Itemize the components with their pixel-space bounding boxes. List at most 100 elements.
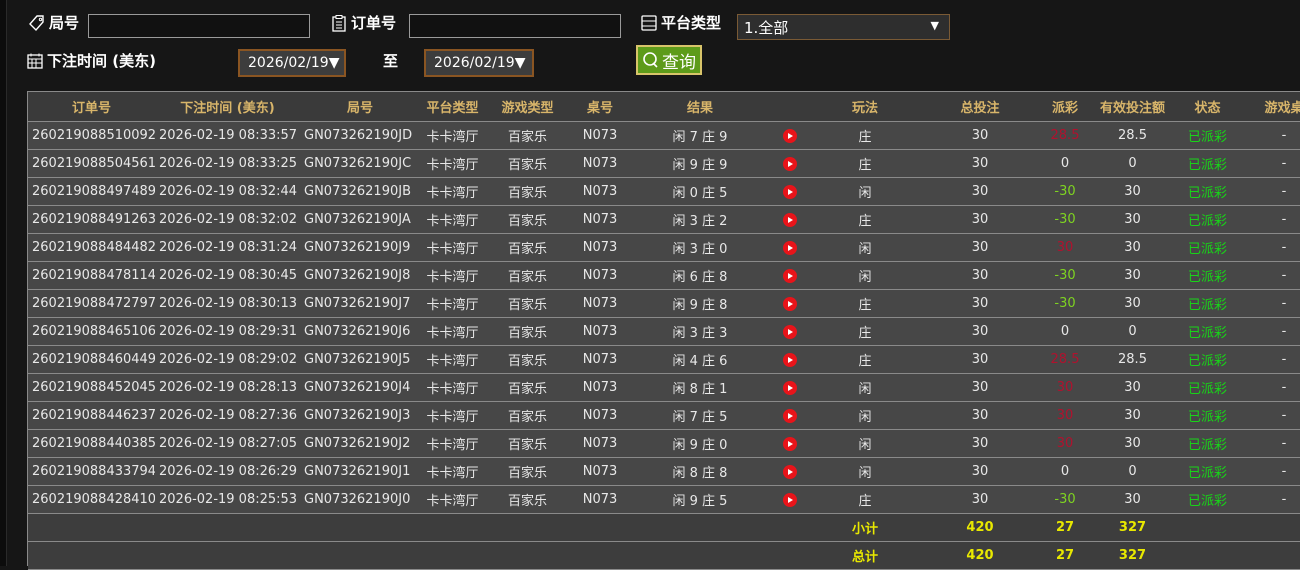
play-video-icon[interactable] (783, 184, 797, 199)
cell-game-table: - (1240, 401, 1300, 430)
total-bet: 420 (920, 541, 1040, 570)
order-input[interactable] (409, 14, 621, 38)
cell-payout: 30 (1040, 429, 1090, 458)
column-header: 派彩 (1040, 91, 1090, 122)
cell-total-bet: 30 (920, 457, 1040, 486)
table-row: 260219088472797 2026-02-19 08:30:13 GN0732… (28, 289, 1300, 318)
play-video-icon[interactable] (783, 156, 797, 171)
cell-play-type: 庄 (810, 317, 920, 346)
query-button[interactable]: 查询 (636, 45, 702, 75)
cell-play-type: 庄 (810, 205, 920, 234)
time-label: 下注时间 (美东) (26, 50, 156, 71)
column-header: 结果 (630, 91, 770, 122)
play-video-icon[interactable] (783, 352, 797, 367)
cell-replay (770, 289, 810, 318)
cell-table-no: N073 (570, 233, 630, 262)
cell-platform: 卡卡湾厅 (420, 485, 485, 514)
column-header: 有效投注额 (1090, 91, 1175, 122)
cell-bet-time: 2026-02-19 08:30:45 (155, 261, 300, 290)
play-video-icon[interactable] (783, 464, 797, 479)
play-video-icon[interactable] (783, 268, 797, 283)
play-video-icon[interactable] (783, 128, 797, 143)
table-row: 260219088465106 2026-02-19 08:29:31 GN0732… (28, 317, 1300, 346)
cell-table-no: N073 (570, 401, 630, 430)
cell-result: 闲 9 庄 8 (630, 289, 770, 318)
play-video-icon[interactable] (783, 240, 797, 255)
play-video-icon[interactable] (783, 408, 797, 423)
column-header (770, 91, 810, 122)
empty-cell (570, 541, 630, 570)
platform-label: 平台类型 (640, 12, 721, 33)
table-left-border (27, 91, 28, 566)
play-video-icon[interactable] (783, 436, 797, 451)
empty-cell (485, 541, 570, 570)
cell-valid-bet: 30 (1090, 485, 1175, 514)
cell-valid-bet: 30 (1090, 429, 1175, 458)
cell-play-type: 闲 (810, 373, 920, 402)
date-to-picker[interactable]: 2026/02/19▼ (424, 49, 534, 77)
round-input[interactable] (88, 14, 310, 38)
cell-total-bet: 30 (920, 429, 1040, 458)
cell-table-no: N073 (570, 317, 630, 346)
table-row: 260219088440385 2026-02-19 08:27:05 GN0732… (28, 429, 1300, 458)
cell-status: 已派彩 (1175, 177, 1240, 206)
column-header: 下注时间 (美东) (155, 91, 300, 122)
cell-game-table: - (1240, 121, 1300, 150)
column-header: 游戏类型 (485, 91, 570, 122)
table-header: 订单号 下注时间 (美东) 局号 平台类型 游戏类型 桌号 结果 玩法 总投注 派彩 有效投注额 状态… (28, 91, 1300, 122)
total-row: 总计 420 27 327 (28, 541, 1300, 570)
play-video-icon[interactable] (783, 324, 797, 339)
query-button-label: 查询 (662, 52, 696, 73)
play-video-icon[interactable] (783, 212, 797, 227)
cell-game-type: 百家乐 (485, 429, 570, 458)
platform-select[interactable]: 1.全部 ▼ (737, 14, 950, 40)
cell-payout: 28.5 (1040, 121, 1090, 150)
cell-platform: 卡卡湾厅 (420, 205, 485, 234)
cell-bet-time: 2026-02-19 08:29:02 (155, 345, 300, 374)
cell-valid-bet: 30 (1090, 205, 1175, 234)
cell-game-table: - (1240, 457, 1300, 486)
cell-order-id: 260219088484482 (28, 233, 155, 262)
cell-replay (770, 205, 810, 234)
cell-play-type: 闲 (810, 233, 920, 262)
cell-payout: -30 (1040, 205, 1090, 234)
cell-bet-time: 2026-02-19 08:25:53 (155, 485, 300, 514)
cell-replay (770, 457, 810, 486)
cell-game-table: - (1240, 289, 1300, 318)
cell-replay (770, 429, 810, 458)
left-edge (0, 0, 7, 566)
cell-order-id: 260219088465106 (28, 317, 155, 346)
cell-round-id: GN073262190J5 (300, 345, 420, 374)
play-video-icon[interactable] (783, 296, 797, 311)
column-header: 订单号 (28, 91, 155, 122)
cell-round-id: GN073262190J1 (300, 457, 420, 486)
empty-cell (485, 513, 570, 542)
cell-result: 闲 9 庄 5 (630, 485, 770, 514)
cell-payout: -30 (1040, 289, 1090, 318)
cell-order-id: 260219088460449 (28, 345, 155, 374)
play-video-icon[interactable] (783, 492, 797, 507)
table-row: 260219088452045 2026-02-19 08:28:13 GN0732… (28, 373, 1300, 402)
cell-game-table: - (1240, 233, 1300, 262)
cell-result: 闲 3 庄 0 (630, 233, 770, 262)
cell-game-table: - (1240, 205, 1300, 234)
cell-game-type: 百家乐 (485, 401, 570, 430)
cell-status: 已派彩 (1175, 401, 1240, 430)
cell-valid-bet: 30 (1090, 233, 1175, 262)
cell-payout: -30 (1040, 485, 1090, 514)
cell-total-bet: 30 (920, 121, 1040, 150)
table-row: 260219088433794 2026-02-19 08:26:29 GN0732… (28, 457, 1300, 486)
cell-bet-time: 2026-02-19 08:31:24 (155, 233, 300, 262)
cell-platform: 卡卡湾厅 (420, 121, 485, 150)
table-row: 260219088484482 2026-02-19 08:31:24 GN0732… (28, 233, 1300, 262)
cell-total-bet: 30 (920, 205, 1040, 234)
play-video-icon[interactable] (783, 380, 797, 395)
date-from-picker[interactable]: 2026/02/19▼ (238, 49, 346, 77)
cell-status: 已派彩 (1175, 205, 1240, 234)
cell-game-type: 百家乐 (485, 177, 570, 206)
column-header: 游戏桌 (1240, 91, 1300, 122)
total-label: 总计 (810, 541, 920, 570)
empty-cell (300, 513, 420, 542)
empty-cell (420, 541, 485, 570)
cell-total-bet: 30 (920, 289, 1040, 318)
